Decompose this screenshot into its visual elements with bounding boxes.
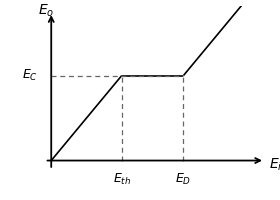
Text: $E_{th}$: $E_{th}$ — [113, 172, 131, 187]
Text: $E_C$: $E_C$ — [22, 68, 38, 83]
Text: $E_D$: $E_D$ — [175, 172, 192, 187]
Text: $E_o$: $E_o$ — [38, 2, 54, 19]
Text: $E_i$: $E_i$ — [269, 157, 280, 173]
